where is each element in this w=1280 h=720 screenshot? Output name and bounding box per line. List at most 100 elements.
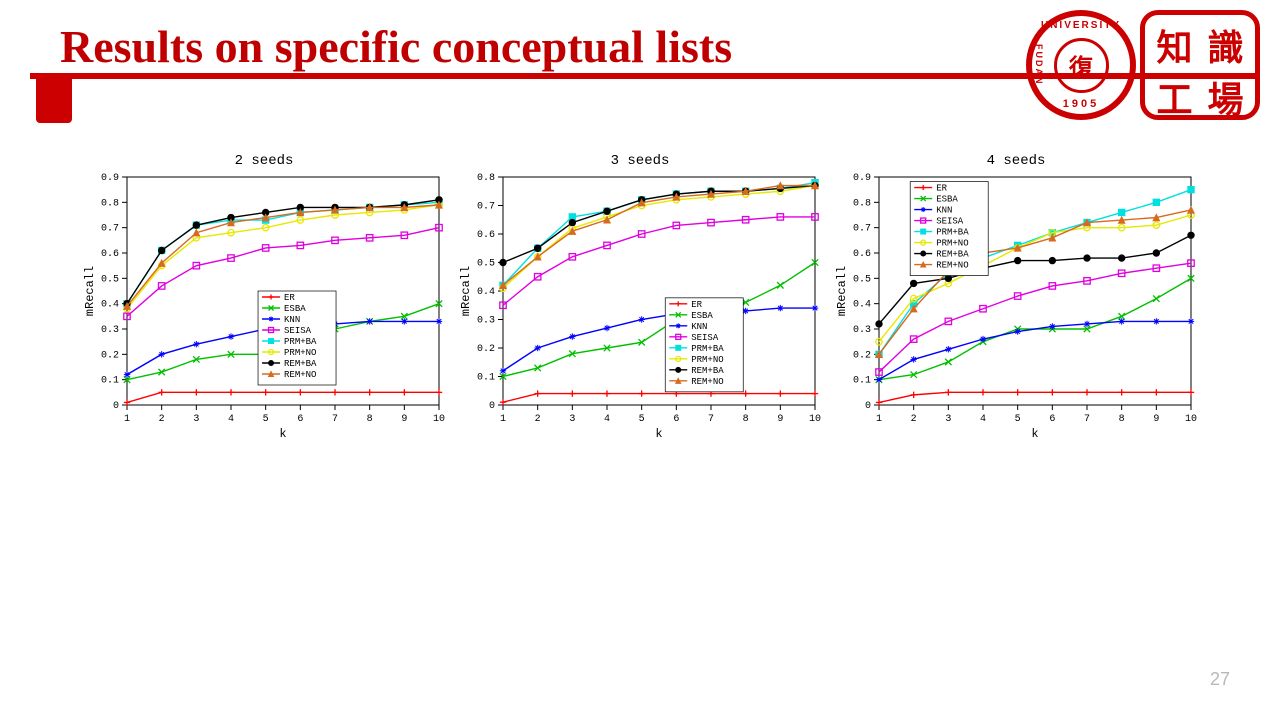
svg-text:PRM+NO: PRM+NO	[936, 239, 968, 249]
svg-text:0: 0	[489, 401, 495, 412]
svg-text:REM+NO: REM+NO	[284, 370, 316, 380]
svg-text:mRecall: mRecall	[459, 266, 473, 316]
svg-text:0.3: 0.3	[477, 316, 495, 327]
svg-text:k: k	[1031, 427, 1038, 441]
svg-text:0: 0	[865, 401, 871, 412]
chart-title-2: 4 seeds	[831, 153, 1201, 169]
svg-text:5: 5	[263, 414, 269, 425]
svg-text:0.2: 0.2	[477, 344, 495, 355]
svg-text:REM+NO: REM+NO	[936, 261, 968, 271]
svg-text:9: 9	[401, 414, 407, 425]
svg-text:KNN: KNN	[691, 322, 707, 332]
svg-text:7: 7	[332, 414, 338, 425]
svg-text:mRecall: mRecall	[835, 266, 849, 316]
logo-text-side: FUDAN	[1034, 44, 1044, 86]
svg-text:ESBA: ESBA	[691, 311, 713, 321]
chart-3-seeds: 3 seeds 1234567891000.10.20.30.40.50.60.…	[455, 153, 825, 441]
svg-text:6: 6	[297, 414, 303, 425]
svg-text:5: 5	[1015, 414, 1021, 425]
svg-text:0.2: 0.2	[101, 350, 119, 361]
svg-text:3: 3	[569, 414, 575, 425]
svg-text:5: 5	[639, 414, 645, 425]
chart-4-seeds: 4 seeds 1234567891000.10.20.30.40.50.60.…	[831, 153, 1201, 441]
chart-svg-1: 1234567891000.10.20.30.40.50.60.70.8kmRe…	[455, 171, 825, 441]
svg-text:PRM+BA: PRM+BA	[936, 228, 969, 238]
svg-text:0.3: 0.3	[101, 325, 119, 336]
svg-text:0.5: 0.5	[101, 274, 119, 285]
svg-text:0.8: 0.8	[101, 198, 119, 209]
logo-text-top: UNIVERSITY	[1041, 20, 1121, 31]
svg-text:0.2: 0.2	[853, 350, 871, 361]
kw-char-2: 工	[1156, 71, 1192, 123]
svg-text:6: 6	[673, 414, 679, 425]
svg-text:1: 1	[876, 414, 882, 425]
svg-text:SEISA: SEISA	[936, 217, 964, 227]
svg-text:SEISA: SEISA	[691, 333, 719, 343]
svg-text:0.7: 0.7	[477, 202, 495, 213]
svg-text:0.9: 0.9	[101, 173, 119, 184]
kw-char-0: 知	[1156, 19, 1192, 71]
chart-title-1: 3 seeds	[455, 153, 825, 169]
svg-text:8: 8	[1119, 414, 1125, 425]
svg-text:REM+NO: REM+NO	[691, 377, 723, 387]
svg-text:PRM+BA: PRM+BA	[284, 337, 317, 347]
svg-text:0.8: 0.8	[853, 198, 871, 209]
svg-text:ER: ER	[691, 300, 702, 310]
svg-text:2: 2	[911, 414, 917, 425]
svg-text:REM+BA: REM+BA	[936, 250, 969, 260]
svg-text:KNN: KNN	[284, 315, 300, 325]
svg-text:8: 8	[743, 414, 749, 425]
svg-text:0.9: 0.9	[853, 173, 871, 184]
svg-text:ESBA: ESBA	[284, 304, 306, 314]
svg-text:0.1: 0.1	[101, 376, 119, 387]
svg-text:0.6: 0.6	[477, 230, 495, 241]
svg-text:1: 1	[500, 414, 506, 425]
svg-text:3: 3	[193, 414, 199, 425]
svg-text:0.1: 0.1	[853, 376, 871, 387]
svg-text:10: 10	[809, 414, 821, 425]
logo-year: 1905	[1063, 98, 1099, 110]
svg-text:REM+BA: REM+BA	[284, 359, 317, 369]
svg-text:REM+BA: REM+BA	[691, 366, 724, 376]
svg-text:7: 7	[1084, 414, 1090, 425]
svg-text:0.1: 0.1	[477, 373, 495, 384]
logo-center-char: 復	[1054, 38, 1109, 93]
chart-2-seeds: 2 seeds 1234567891000.10.20.30.40.50.60.…	[79, 153, 449, 441]
svg-text:KNN: KNN	[936, 206, 952, 216]
svg-text:ESBA: ESBA	[936, 195, 958, 205]
svg-text:0.4: 0.4	[101, 300, 119, 311]
svg-text:4: 4	[604, 414, 610, 425]
svg-text:3: 3	[945, 414, 951, 425]
svg-text:0.5: 0.5	[477, 259, 495, 270]
svg-text:9: 9	[777, 414, 783, 425]
svg-text:0.7: 0.7	[853, 224, 871, 235]
chart-title-0: 2 seeds	[79, 153, 449, 169]
svg-text:0.3: 0.3	[853, 325, 871, 336]
svg-text:0.6: 0.6	[101, 249, 119, 260]
knowledge-works-logo: 知 識 工 場	[1140, 10, 1260, 120]
svg-text:10: 10	[1185, 414, 1197, 425]
logo-group: UNIVERSITY FUDAN 復 1905 知 識 工 場	[1026, 10, 1260, 120]
chart-svg-2: 1234567891000.10.20.30.40.50.60.70.80.9k…	[831, 171, 1201, 441]
svg-text:0.4: 0.4	[853, 300, 871, 311]
chart-svg-0: 1234567891000.10.20.30.40.50.60.70.80.9k…	[79, 171, 449, 441]
svg-text:mRecall: mRecall	[83, 266, 97, 316]
svg-text:0.8: 0.8	[477, 173, 495, 184]
svg-text:0.4: 0.4	[477, 287, 495, 298]
svg-text:2: 2	[159, 414, 165, 425]
fudan-logo: UNIVERSITY FUDAN 復 1905	[1026, 10, 1136, 120]
svg-text:4: 4	[228, 414, 234, 425]
svg-text:PRM+NO: PRM+NO	[284, 348, 316, 358]
svg-text:0.7: 0.7	[101, 224, 119, 235]
svg-text:9: 9	[1153, 414, 1159, 425]
charts-container: 2 seeds 1234567891000.10.20.30.40.50.60.…	[0, 153, 1280, 441]
svg-text:PRM+NO: PRM+NO	[691, 355, 723, 365]
svg-text:PRM+BA: PRM+BA	[691, 344, 724, 354]
svg-text:k: k	[655, 427, 662, 441]
svg-text:7: 7	[708, 414, 714, 425]
svg-text:6: 6	[1049, 414, 1055, 425]
svg-text:0.5: 0.5	[853, 274, 871, 285]
svg-text:ER: ER	[936, 184, 947, 194]
svg-text:1: 1	[124, 414, 130, 425]
svg-text:10: 10	[433, 414, 445, 425]
